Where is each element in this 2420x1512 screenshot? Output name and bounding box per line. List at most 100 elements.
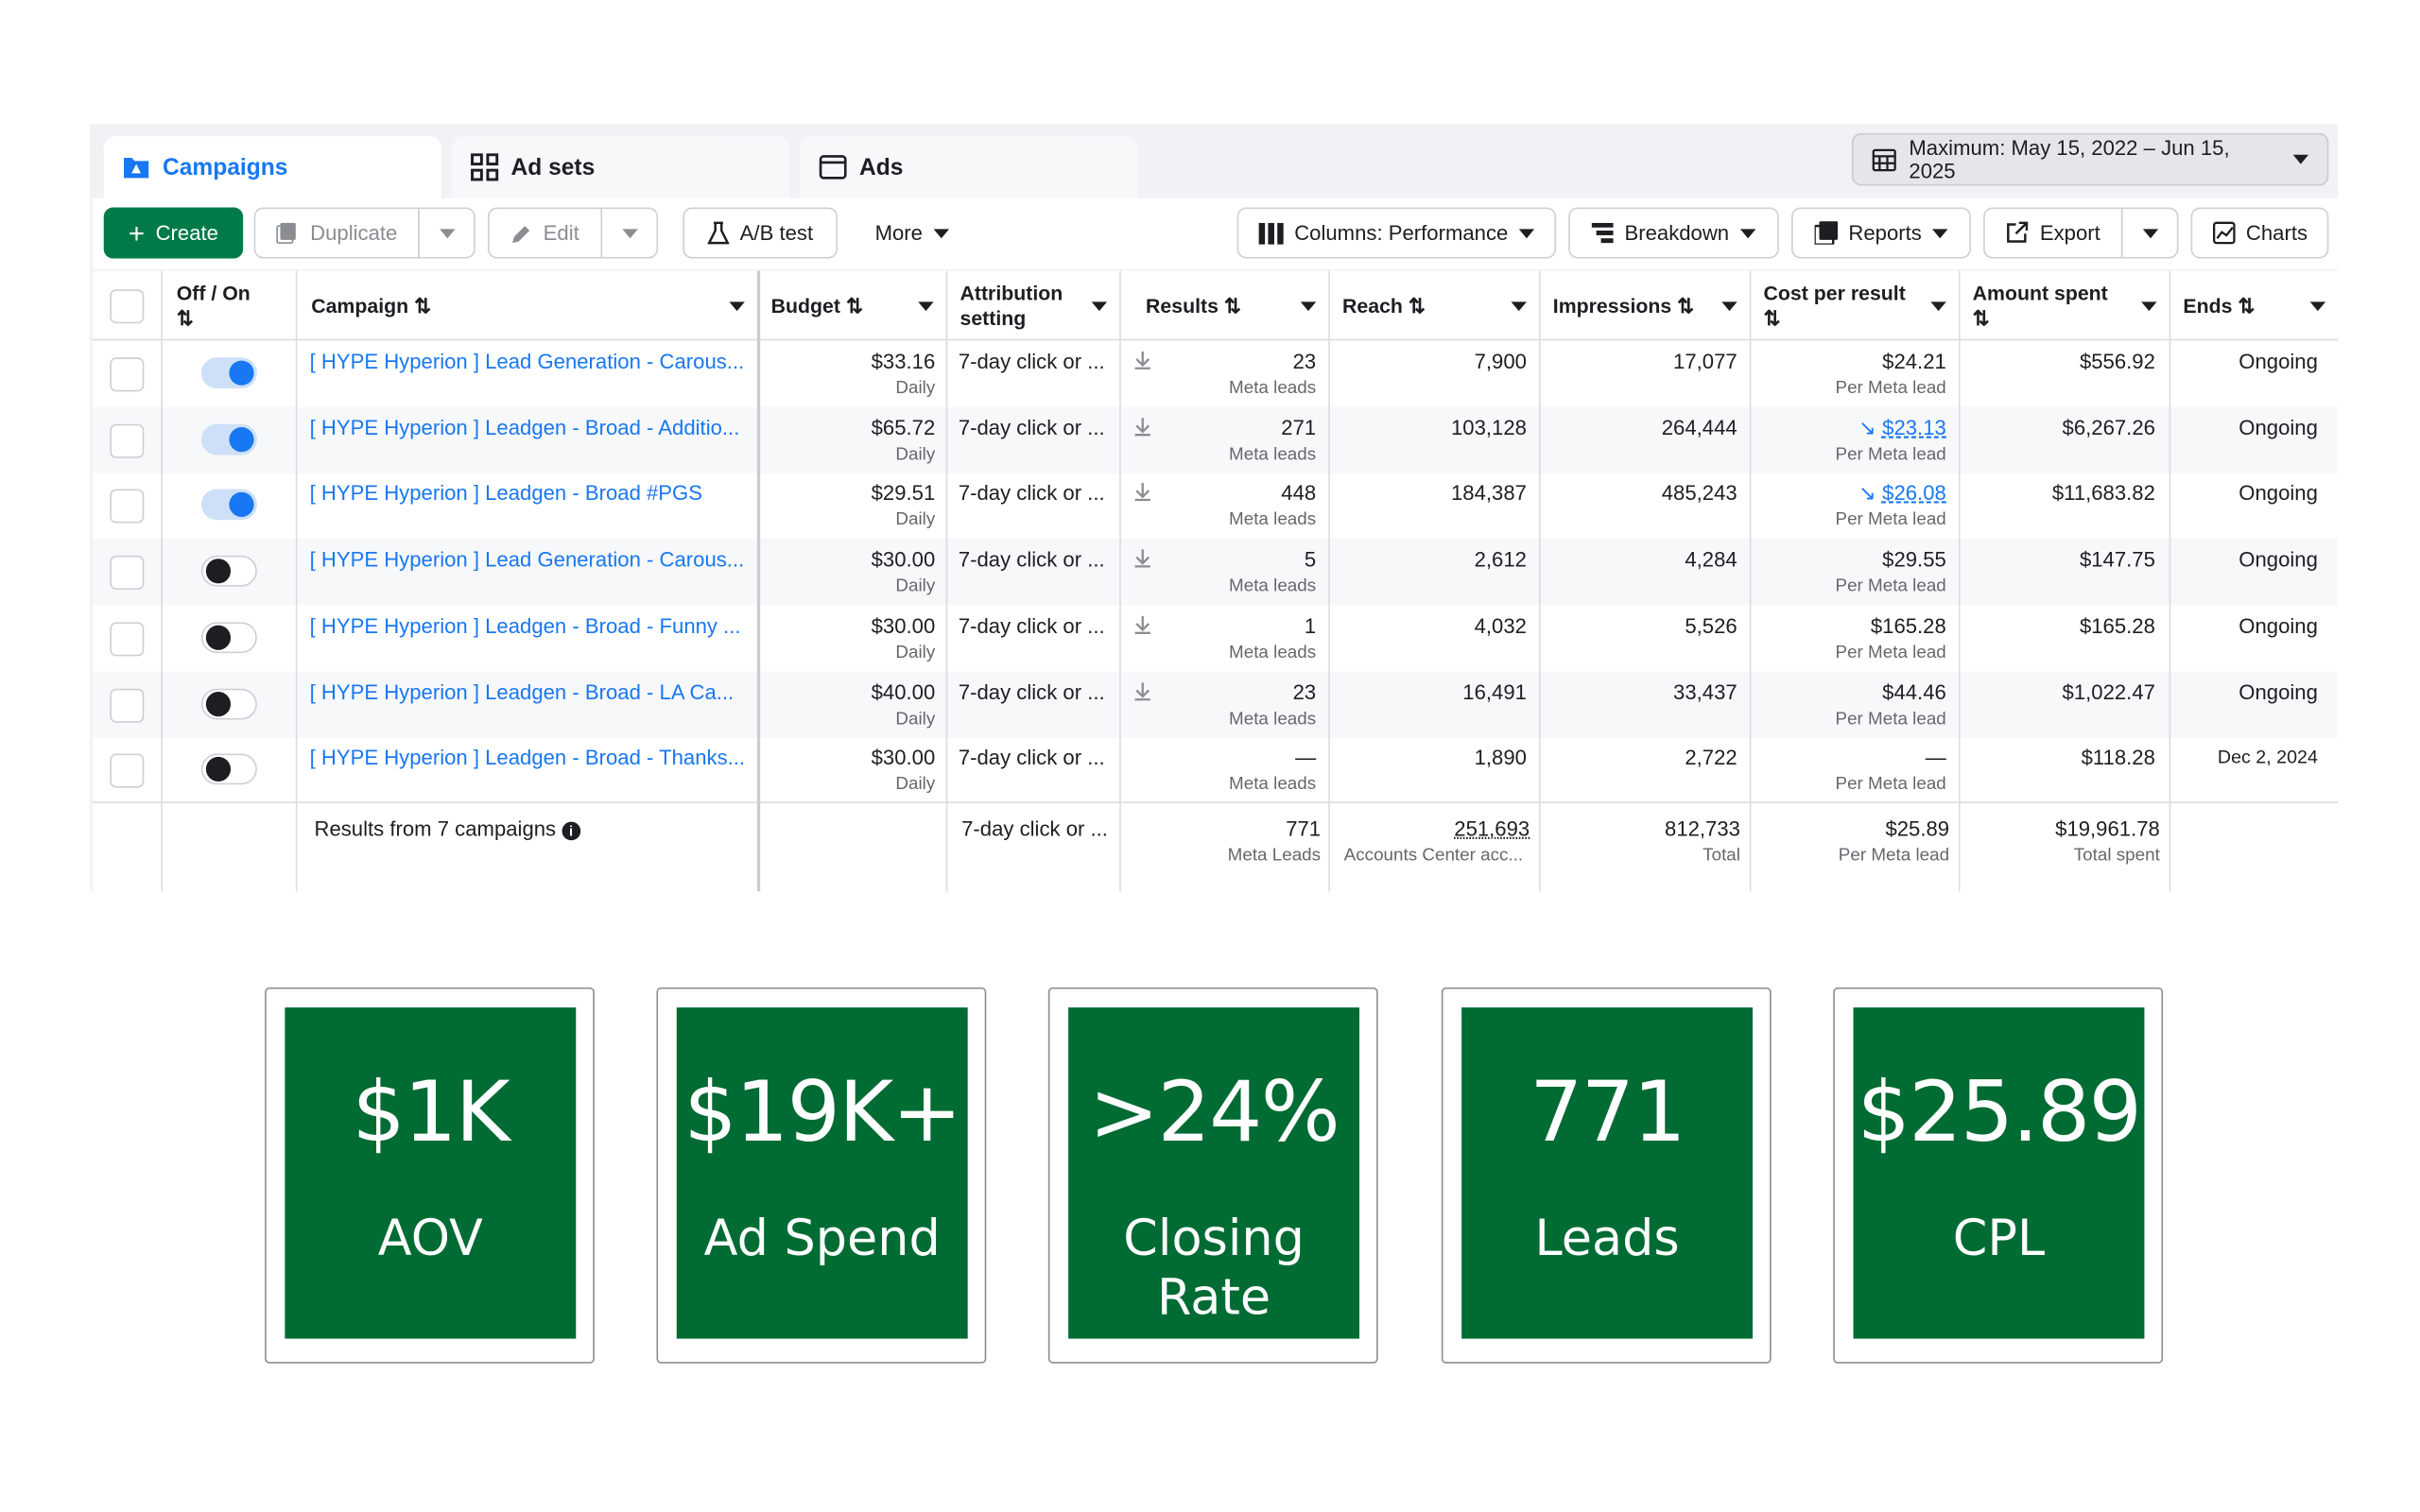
budget-sub: Daily	[895, 445, 936, 465]
impressions-value: 5,526	[1685, 614, 1737, 638]
amount-spent-value: $118.28	[2081, 746, 2155, 769]
cpr-text: $23.13	[1882, 416, 1946, 440]
campaign-toggle[interactable]	[200, 555, 257, 587]
col-budget-header[interactable]: Budget ⇅	[757, 271, 946, 341]
results-sub: Meta leads	[1229, 576, 1317, 596]
row-checkbox[interactable]	[110, 423, 145, 458]
download-icon	[1134, 615, 1150, 634]
campaign-name-link[interactable]: [ HYPE Hyperion ] Leadgen - Broad - Funn…	[309, 614, 741, 638]
kpi-card-fill: $25.89 CPL	[1853, 1007, 2145, 1339]
more-button[interactable]: More	[851, 207, 973, 259]
kpi-value: $25.89	[1857, 1063, 2142, 1161]
tab-ads[interactable]: Ads	[800, 136, 1138, 198]
export-button[interactable]: Export	[1983, 207, 2123, 259]
duplicate-dropdown[interactable]	[418, 207, 475, 259]
chevron-down-icon	[1518, 228, 1535, 238]
row-checkbox[interactable]	[110, 357, 145, 392]
col-spent-header[interactable]: Amount spent ⇅	[1959, 271, 2169, 341]
select-all-checkbox[interactable]	[110, 289, 145, 324]
col-label: Budget	[770, 293, 841, 317]
table-row[interactable]	[93, 671, 2339, 739]
columns-button[interactable]: Columns: Performance	[1236, 207, 1557, 259]
col-label: Impressions	[1552, 293, 1672, 317]
cpr-sub: Per Meta lead	[1835, 510, 1946, 530]
columns-icon	[1258, 222, 1284, 244]
row-checkbox[interactable]	[110, 489, 145, 524]
row-checkbox[interactable]	[110, 555, 145, 590]
date-range-picker[interactable]: Maximum: May 15, 2022 – Jun 15, 2025	[1851, 132, 2329, 186]
col-label: Reach	[1342, 293, 1403, 317]
create-button[interactable]: + Create	[103, 207, 244, 259]
col-impressions-header[interactable]: Impressions ⇅	[1539, 271, 1750, 341]
kpi-card-fill: 771 Leads	[1461, 1007, 1754, 1339]
table-row[interactable]	[93, 406, 2339, 474]
kpi-card: 771 Leads	[1441, 987, 1772, 1364]
col-cpr-header[interactable]: Cost per result ⇅	[1750, 271, 1959, 341]
reach-value: 7,900	[1474, 350, 1527, 373]
toggle-knob	[205, 692, 232, 717]
campaign-name-link[interactable]: [ HYPE Hyperion ] Lead Generation - Caro…	[309, 547, 745, 572]
export-dropdown[interactable]	[2120, 207, 2179, 259]
impressions-value: 17,077	[1673, 350, 1737, 373]
row-checkbox[interactable]	[110, 688, 145, 723]
breakdown-button[interactable]: Breakdown	[1568, 207, 1779, 259]
budget-sub: Daily	[895, 644, 936, 662]
results-value: 5	[1304, 547, 1317, 572]
col-reach-header[interactable]: Reach ⇅	[1328, 271, 1539, 341]
toggle-knob	[229, 360, 254, 386]
totals-attribution: 7-day click or ...	[961, 816, 1108, 841]
amount-spent-value: $11,683.82	[2051, 481, 2155, 505]
col-results-header[interactable]: Results ⇅	[1119, 271, 1328, 341]
campaign-toggle[interactable]	[200, 622, 257, 654]
date-range-label: Maximum: May 15, 2022 – Jun 15, 2025	[1909, 136, 2230, 183]
chevron-down-icon	[1511, 301, 1527, 311]
row-checkbox[interactable]	[110, 753, 145, 788]
campaign-toggle[interactable]	[200, 753, 257, 785]
attribution-value: 7-day click or ...	[958, 350, 1105, 373]
download-icon	[1134, 549, 1150, 568]
budget-value: $40.00	[871, 680, 936, 705]
chevron-down-icon	[1721, 301, 1737, 311]
table-row[interactable]	[93, 538, 2339, 606]
export-label: Export	[2039, 221, 2100, 245]
col-attribution-header[interactable]: Attribution setting	[946, 271, 1119, 341]
row-checkbox[interactable]	[110, 622, 145, 657]
sort-icon: ⇅	[1408, 293, 1426, 317]
campaign-name-link[interactable]: [ HYPE Hyperion ] Leadgen - Broad - LA C…	[309, 680, 735, 705]
impressions-value: 264,444	[1661, 416, 1737, 440]
col-campaign-header[interactable]: Campaign ⇅	[297, 271, 756, 341]
totals-reach[interactable]: 251,693	[1454, 816, 1530, 841]
cost-per-result-value[interactable]: ↘ $23.13	[1750, 417, 1946, 441]
reports-button[interactable]: Reports	[1791, 207, 1972, 259]
campaign-toggle[interactable]	[200, 357, 257, 389]
cpr-text: —	[1925, 746, 1946, 769]
campaign-name-link[interactable]: [ HYPE Hyperion ] Leadgen - Broad - Than…	[309, 746, 746, 769]
col-ends-header[interactable]: Ends ⇅	[2169, 271, 2339, 341]
campaign-toggle[interactable]	[200, 688, 257, 720]
campaign-toggle[interactable]	[200, 489, 257, 521]
charts-button[interactable]: Charts	[2190, 207, 2329, 259]
toggle-knob	[229, 491, 254, 517]
edit-button[interactable]: Edit	[487, 207, 603, 259]
info-icon[interactable]: i	[562, 821, 580, 841]
results-sub: Meta leads	[1229, 379, 1317, 398]
duplicate-button[interactable]: Duplicate	[253, 207, 420, 259]
ends-value: Ongoing	[2238, 680, 2318, 705]
campaign-name-link[interactable]: [ HYPE Hyperion ] Leadgen - Broad #PGS	[309, 481, 703, 505]
campaign-name-link[interactable]: [ HYPE Hyperion ] Lead Generation - Caro…	[309, 350, 745, 373]
totals-text: Results from 7 campaigns	[314, 816, 557, 841]
col-toggle-header[interactable]: Off / On ⇅	[163, 271, 296, 341]
totals-reach-sub: Accounts Center acc...	[1343, 846, 1524, 866]
tab-campaigns[interactable]: Campaigns	[103, 136, 441, 198]
cost-per-result-value[interactable]: ↘ $26.08	[1750, 481, 1946, 506]
reports-label: Reports	[1848, 221, 1922, 245]
edit-dropdown[interactable]	[600, 207, 659, 259]
totals-cpr-sub: Per Meta lead	[1838, 846, 1950, 866]
campaign-name-link[interactable]: [ HYPE Hyperion ] Leadgen - Broad - Addi…	[309, 416, 740, 440]
campaign-toggle[interactable]	[200, 423, 257, 455]
col-label: Attribution	[959, 281, 1063, 304]
ab-test-button[interactable]: A/B test	[683, 207, 838, 259]
cpr-sub: Per Meta lead	[1835, 644, 1946, 662]
attribution-value: 7-day click or ...	[958, 416, 1105, 440]
tab-ad-sets[interactable]: Ad sets	[452, 136, 790, 198]
